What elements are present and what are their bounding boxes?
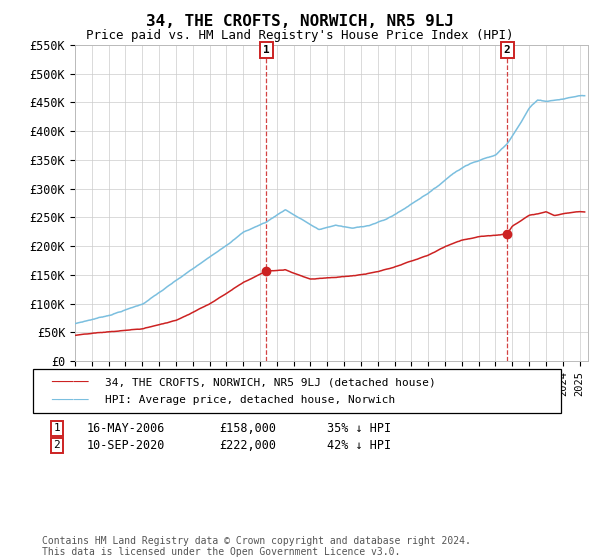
Text: £158,000: £158,000: [219, 422, 276, 435]
Text: £222,000: £222,000: [219, 438, 276, 452]
Text: ─────: ─────: [51, 376, 89, 389]
Text: 42% ↓ HPI: 42% ↓ HPI: [327, 438, 391, 452]
Text: HPI: Average price, detached house, Norwich: HPI: Average price, detached house, Norw…: [105, 395, 395, 405]
Text: 1: 1: [263, 45, 270, 55]
Text: ─────: ─────: [51, 394, 89, 407]
Text: 35% ↓ HPI: 35% ↓ HPI: [327, 422, 391, 435]
Text: 16-MAY-2006: 16-MAY-2006: [87, 422, 166, 435]
Text: 34, THE CROFTS, NORWICH, NR5 9LJ (detached house): 34, THE CROFTS, NORWICH, NR5 9LJ (detach…: [105, 377, 436, 388]
Text: 10-SEP-2020: 10-SEP-2020: [87, 438, 166, 452]
Text: Price paid vs. HM Land Registry's House Price Index (HPI): Price paid vs. HM Land Registry's House …: [86, 29, 514, 42]
Text: 1: 1: [53, 423, 61, 433]
Text: Contains HM Land Registry data © Crown copyright and database right 2024.
This d: Contains HM Land Registry data © Crown c…: [42, 535, 471, 557]
Text: 34, THE CROFTS, NORWICH, NR5 9LJ: 34, THE CROFTS, NORWICH, NR5 9LJ: [146, 14, 454, 29]
Text: 2: 2: [53, 440, 61, 450]
Text: 2: 2: [504, 45, 511, 55]
